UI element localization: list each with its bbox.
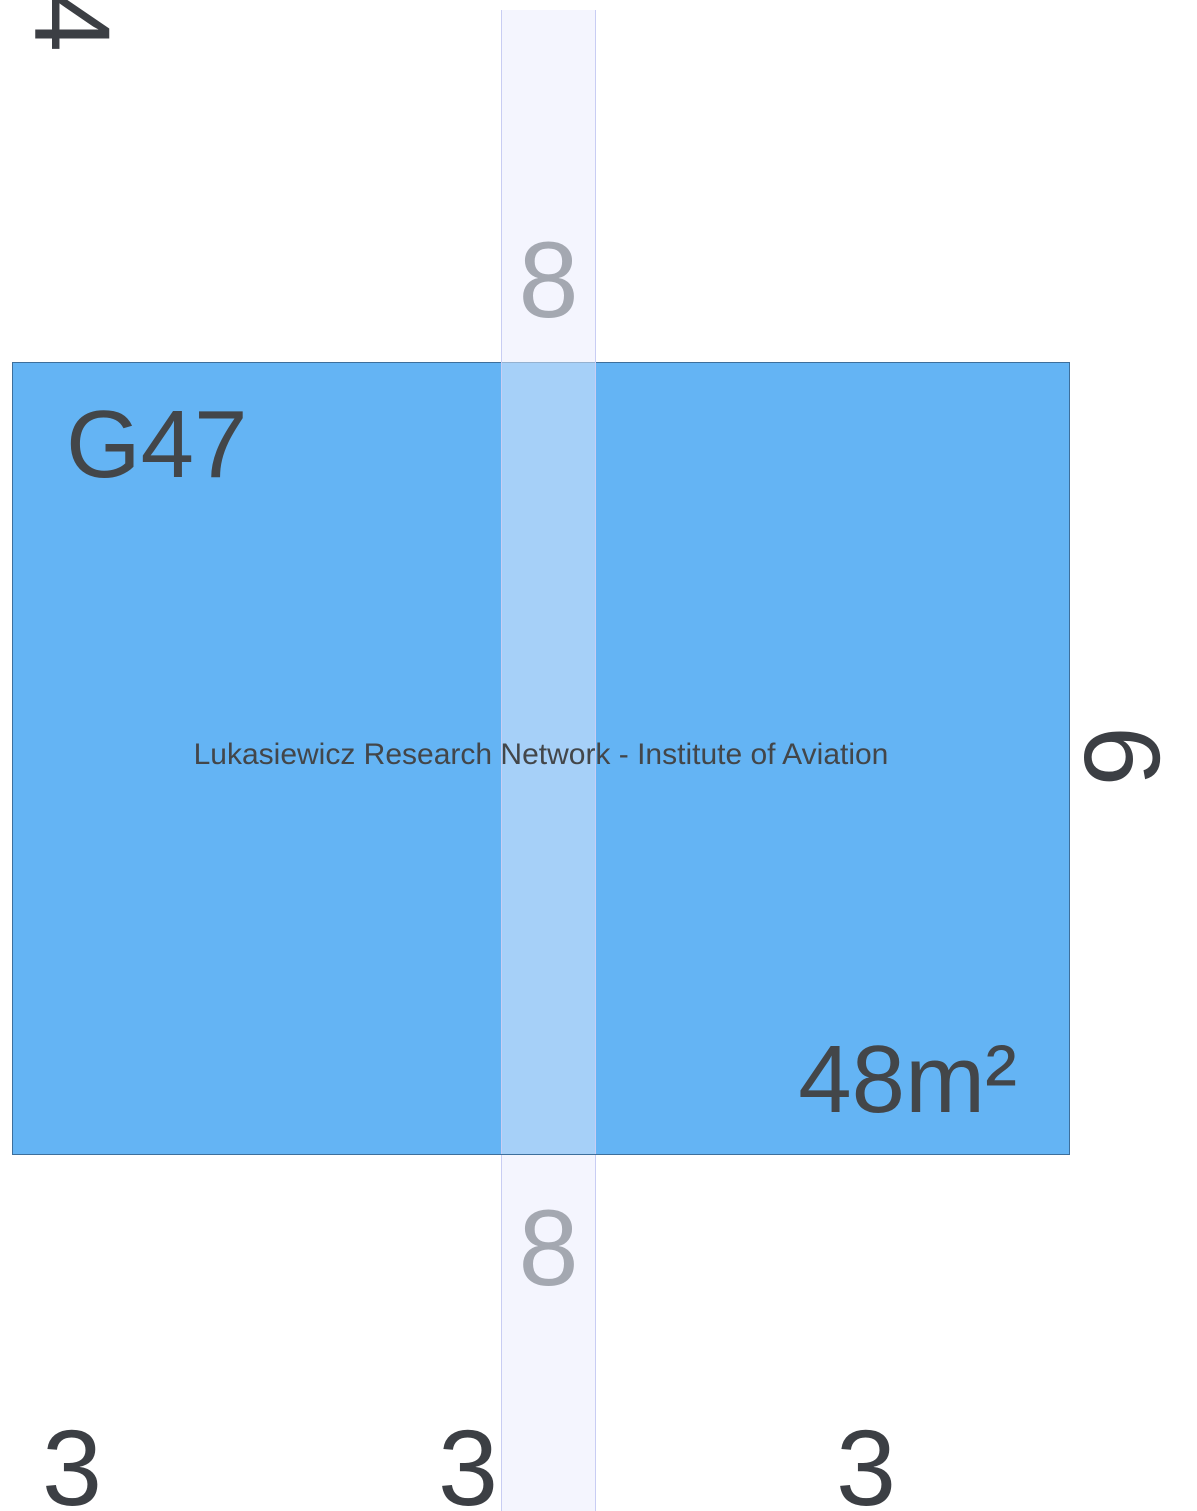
- aisle-overlay: [501, 362, 596, 1154]
- dimension-label-top-left: 4: [12, 0, 134, 53]
- dimension-label-right: 6: [1062, 725, 1184, 787]
- dimension-label-bottom-3: 3: [836, 1407, 897, 1511]
- aisle-width-label-bottom: 8: [518, 1187, 579, 1308]
- dimension-label-bottom-1: 3: [42, 1407, 103, 1511]
- booth-exhibitor-name: Lukasiewicz Research Network - Institute…: [193, 738, 889, 771]
- aisle-width-label-top: 8: [518, 219, 579, 340]
- dimension-label-bottom-2: 3: [438, 1407, 499, 1511]
- booth-area-label: 48m²: [798, 1026, 1017, 1133]
- booth-id-label: G47: [66, 391, 248, 498]
